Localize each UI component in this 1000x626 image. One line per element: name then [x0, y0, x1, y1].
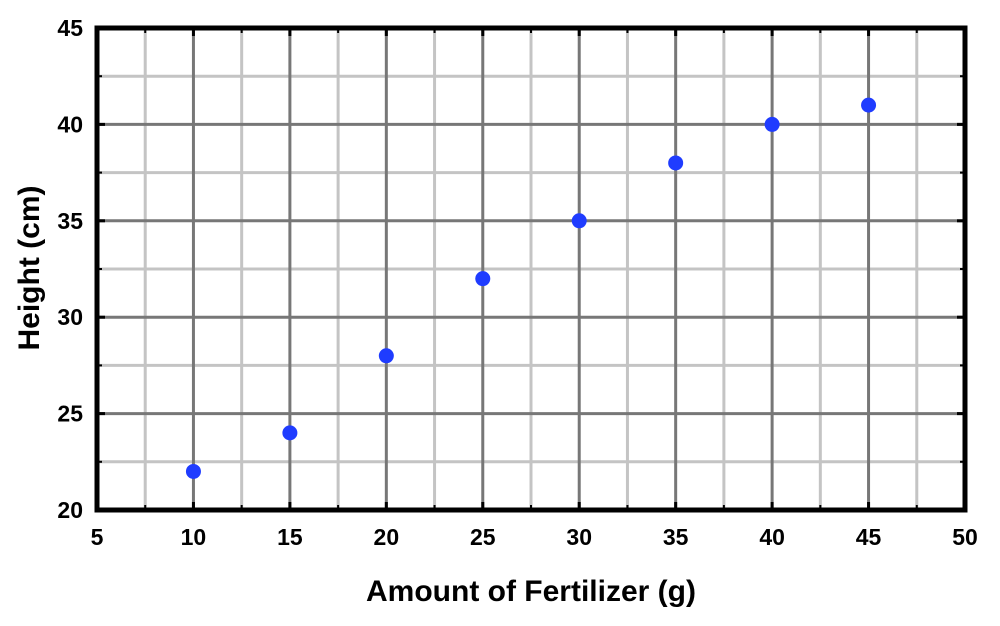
y-tick-label: 45	[57, 15, 83, 41]
x-tick-labels: 5 10 15 20 25 30 35 40 45 50	[91, 524, 978, 550]
data-point	[185, 463, 201, 479]
data-point	[475, 271, 491, 287]
data-point	[282, 425, 298, 441]
y-tick-label: 40	[57, 111, 83, 137]
data-point	[378, 348, 394, 364]
x-tick-label: 50	[952, 524, 978, 550]
x-tick-label: 10	[181, 524, 207, 550]
plot-frame	[94, 25, 968, 513]
y-tick-label: 20	[57, 497, 83, 523]
minor-grid	[97, 28, 965, 510]
x-tick-label: 35	[663, 524, 689, 550]
y-tick-label: 30	[57, 304, 83, 330]
x-tick-label: 40	[759, 524, 785, 550]
major-grid	[97, 28, 965, 510]
y-tick-label: 35	[57, 208, 83, 234]
x-axis-label: Amount of Fertilizer (g)	[366, 575, 696, 608]
x-tick-label: 5	[91, 524, 104, 550]
x-tick-label: 15	[277, 524, 303, 550]
x-tick-label: 30	[566, 524, 592, 550]
data-point	[571, 213, 587, 229]
x-tick-label: 20	[374, 524, 400, 550]
x-tick-label: 25	[470, 524, 496, 550]
data-point	[861, 97, 877, 113]
data-point	[668, 155, 684, 171]
y-axis-label: Height (cm)	[13, 186, 46, 351]
x-tick-label: 45	[856, 524, 882, 550]
data-points	[185, 97, 877, 479]
data-point	[764, 116, 780, 132]
y-tick-labels: 20 25 30 35 40 45	[57, 15, 83, 523]
y-tick-label: 25	[57, 401, 83, 427]
